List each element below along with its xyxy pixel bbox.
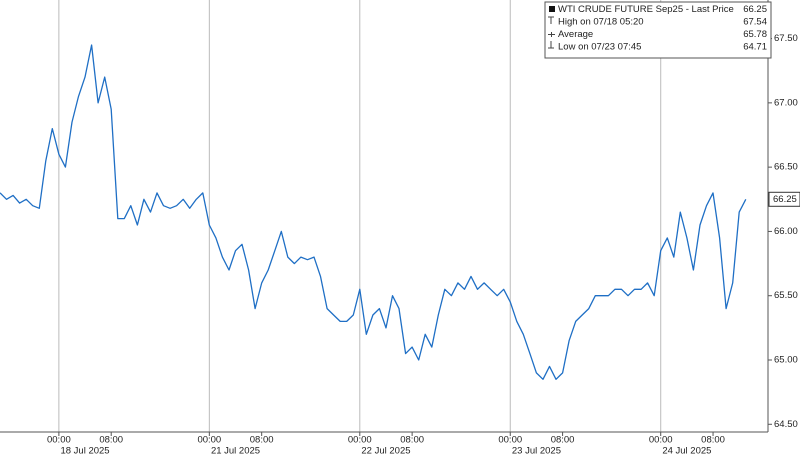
axes: 64.50 65.00 65.50 66.00 66.50 67.00 67.50 00:00… <box>47 33 800 456</box>
x-date-label: 21 Jul 2025 <box>211 446 260 456</box>
x-tick-label: 00:00 <box>47 435 71 446</box>
legend-value: 66.25 <box>743 4 767 15</box>
last-price-tag <box>768 191 800 207</box>
x-tick-label: 08:00 <box>701 435 725 446</box>
x-tick-label: 08:00 <box>99 435 123 446</box>
legend-icon <box>548 16 554 24</box>
legend-title: WTI CRUDE FUTURE Sep25 - Last Price <box>558 4 734 15</box>
legend-value: 67.54 <box>743 17 767 28</box>
price-line <box>0 44 747 380</box>
legend-value: 64.71 <box>743 42 767 53</box>
legend-swatch <box>549 6 555 12</box>
x-tick-label: 00:00 <box>498 435 522 446</box>
x-date-label: 23 Jul 2025 <box>512 446 561 456</box>
y-tick-label: 67.00 <box>774 97 798 108</box>
x-date-label: 22 Jul 2025 <box>361 446 410 456</box>
legend-icon <box>548 32 555 37</box>
y-tick-label: 67.50 <box>774 33 798 44</box>
legend-label: Average <box>558 29 593 40</box>
x-date-label: 18 Jul 2025 <box>60 446 109 456</box>
x-tick-label: 08:00 <box>551 435 575 446</box>
x-tick-label: 00:00 <box>197 435 221 446</box>
legend-box <box>544 1 772 59</box>
y-tick-label: 66.00 <box>774 226 798 237</box>
x-tick-label: 08:00 <box>400 435 424 446</box>
legend-icon <box>548 41 554 49</box>
last-price-label: 66.25 <box>773 194 797 205</box>
legend-value: 65.78 <box>743 29 767 40</box>
y-tick-label: 65.00 <box>774 355 798 366</box>
x-date-label: 24 Jul 2025 <box>662 446 711 456</box>
legend-label: Low on 07/23 07:45 <box>558 42 641 53</box>
grid <box>58 0 662 432</box>
y-tick-label: 65.50 <box>774 290 798 301</box>
y-tick-label: 66.50 <box>774 162 798 173</box>
legend: WTI CRUDE FUTURE Sep25 - Last Price 66.2… <box>544 1 772 59</box>
x-tick-label: 00:00 <box>348 435 372 446</box>
y-tick-label: 64.50 <box>774 419 798 430</box>
plot <box>0 44 747 380</box>
legend-label: High on 07/18 05:20 <box>558 17 644 28</box>
x-tick-label: 00:00 <box>649 435 673 446</box>
x-tick-label: 08:00 <box>250 435 274 446</box>
